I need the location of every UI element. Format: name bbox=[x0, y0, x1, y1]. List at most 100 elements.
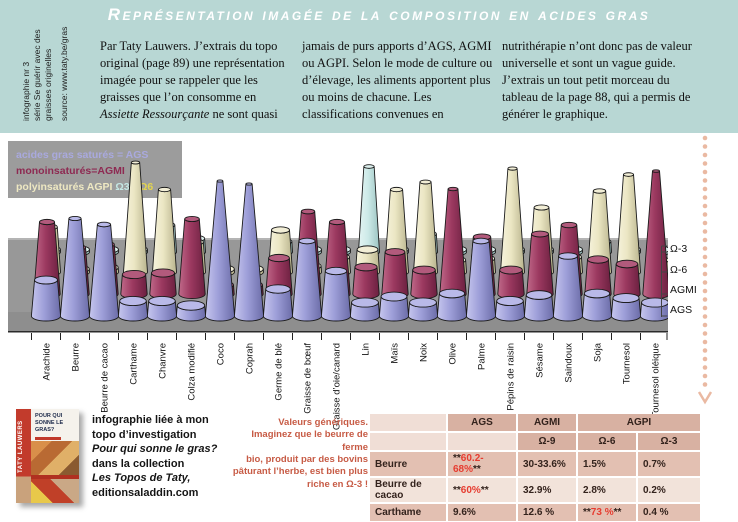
x-axis-label: Carthame bbox=[129, 343, 140, 385]
cone bbox=[239, 268, 264, 277]
right-axis bbox=[661, 245, 668, 317]
table-cell: **60%** bbox=[448, 478, 516, 502]
table-cell: **60.2-68%** bbox=[448, 452, 516, 476]
cone bbox=[552, 255, 584, 322]
cone bbox=[407, 302, 439, 322]
cone bbox=[329, 249, 351, 257]
cone bbox=[91, 244, 119, 300]
table-row: Beurre de cacao **60%** 32.9% 2.8% 0.2% bbox=[370, 478, 700, 502]
cone-top bbox=[329, 245, 351, 254]
cone-top bbox=[65, 264, 90, 274]
table-cell: 9.6% bbox=[448, 504, 516, 521]
credit-line: Les Topos de Taty, bbox=[92, 472, 191, 485]
cone bbox=[613, 263, 641, 300]
table-header-cell: Ω-6 bbox=[578, 433, 636, 450]
cone bbox=[300, 249, 322, 257]
cone bbox=[297, 265, 322, 277]
cone bbox=[378, 296, 410, 322]
table-header-cell: Ω-9 bbox=[518, 433, 576, 450]
cone-top bbox=[472, 254, 495, 263]
table-header-cell: Ω-3 bbox=[638, 433, 700, 450]
cone-top bbox=[558, 252, 578, 260]
cone bbox=[384, 189, 409, 277]
legend-agpi: polyinsaturés AGPI Ω3 - Ω6 bbox=[16, 180, 182, 196]
cone-top bbox=[245, 182, 253, 186]
table-cell: 30-33.6% bbox=[518, 452, 576, 476]
legend-agmi: monoinsaturés=AGMI bbox=[16, 164, 125, 177]
cone bbox=[323, 221, 351, 300]
cone bbox=[645, 259, 668, 277]
intro-book-title: Assiette Ressourçante bbox=[100, 107, 210, 121]
cone-top bbox=[183, 238, 204, 246]
cone-top bbox=[298, 237, 316, 245]
cone-top bbox=[641, 297, 668, 308]
cone bbox=[648, 249, 668, 257]
cone bbox=[184, 238, 206, 257]
legend-agpi-text: polyinsaturés AGPI bbox=[16, 180, 116, 193]
cone-top bbox=[389, 186, 404, 193]
credit-line: Pour qui sonne le gras? bbox=[92, 443, 218, 456]
table-row: Carthame 9.6% 12.6 % **73 %** 0.4 % bbox=[370, 504, 700, 521]
cone-top bbox=[156, 221, 176, 229]
cone-top bbox=[208, 280, 234, 290]
table-cell: 32.9% bbox=[518, 478, 576, 502]
sidebar-line: série Se guérir avec des bbox=[32, 29, 43, 121]
cone bbox=[117, 300, 149, 322]
cone-top bbox=[472, 233, 492, 241]
dotted-arrow-down bbox=[697, 135, 713, 405]
cone bbox=[529, 207, 554, 277]
cone-top bbox=[590, 237, 612, 246]
credit-line: dans la collection bbox=[92, 457, 185, 470]
cone-top bbox=[380, 291, 408, 302]
cone bbox=[271, 241, 293, 257]
table-subheader-row: Ω-9 Ω-6 Ω-3 bbox=[370, 433, 700, 450]
legend-omega6: Ω6 bbox=[139, 180, 154, 193]
cone-top bbox=[271, 237, 293, 246]
cone bbox=[442, 259, 467, 277]
cone bbox=[584, 259, 612, 300]
book-cover: TATY LAUWERS POUR QUI SONNE LE GRAS? bbox=[16, 409, 79, 503]
legend-omega3: Ω3 bbox=[115, 180, 130, 193]
generic-values-note: Valeurs génériques. Imaginez que le beur… bbox=[232, 417, 368, 490]
cone bbox=[233, 183, 265, 322]
cone-top bbox=[387, 245, 409, 254]
chart-legend: acides gras saturés = AGS monoinsaturés=… bbox=[8, 141, 182, 198]
cone bbox=[36, 226, 61, 277]
cone-top bbox=[472, 237, 490, 245]
cone bbox=[294, 211, 322, 300]
cone-top bbox=[66, 243, 86, 252]
cone-top bbox=[184, 216, 200, 222]
cone bbox=[523, 294, 555, 322]
cone-top bbox=[327, 252, 350, 262]
cone bbox=[210, 268, 235, 277]
table-cell: 0.7% bbox=[638, 452, 700, 476]
cone-top bbox=[126, 245, 148, 254]
cone bbox=[262, 288, 294, 322]
table-cell: **73 %** bbox=[578, 504, 636, 521]
right-axis-label-omega3: Ω-3 bbox=[670, 243, 688, 255]
cone bbox=[642, 170, 668, 300]
right-axis-label-ags: AGS bbox=[670, 304, 693, 316]
cone-top bbox=[148, 295, 176, 307]
sidebar-source: source: www.taty.be/gras bbox=[58, 26, 69, 121]
cone-top bbox=[354, 262, 378, 272]
cone bbox=[97, 249, 119, 257]
highlighted-value: 60.2-68% bbox=[453, 453, 484, 475]
cone bbox=[616, 174, 641, 277]
cone bbox=[410, 269, 438, 300]
cone-top bbox=[496, 295, 524, 307]
cone-top bbox=[150, 268, 175, 278]
cone bbox=[204, 180, 236, 322]
cone bbox=[445, 249, 467, 257]
intro-col-3: nutrithérapie n’ont donc pas de valeur u… bbox=[502, 39, 692, 121]
cone bbox=[352, 266, 380, 300]
cone bbox=[503, 249, 525, 257]
cone-top bbox=[525, 290, 553, 300]
cone-top bbox=[97, 245, 119, 254]
cone-top bbox=[119, 295, 147, 307]
cone-top bbox=[447, 186, 459, 192]
x-axis-label: Pépins de raisin bbox=[506, 343, 517, 411]
cone bbox=[416, 233, 438, 257]
cone bbox=[532, 249, 554, 257]
cone-top bbox=[237, 280, 263, 290]
